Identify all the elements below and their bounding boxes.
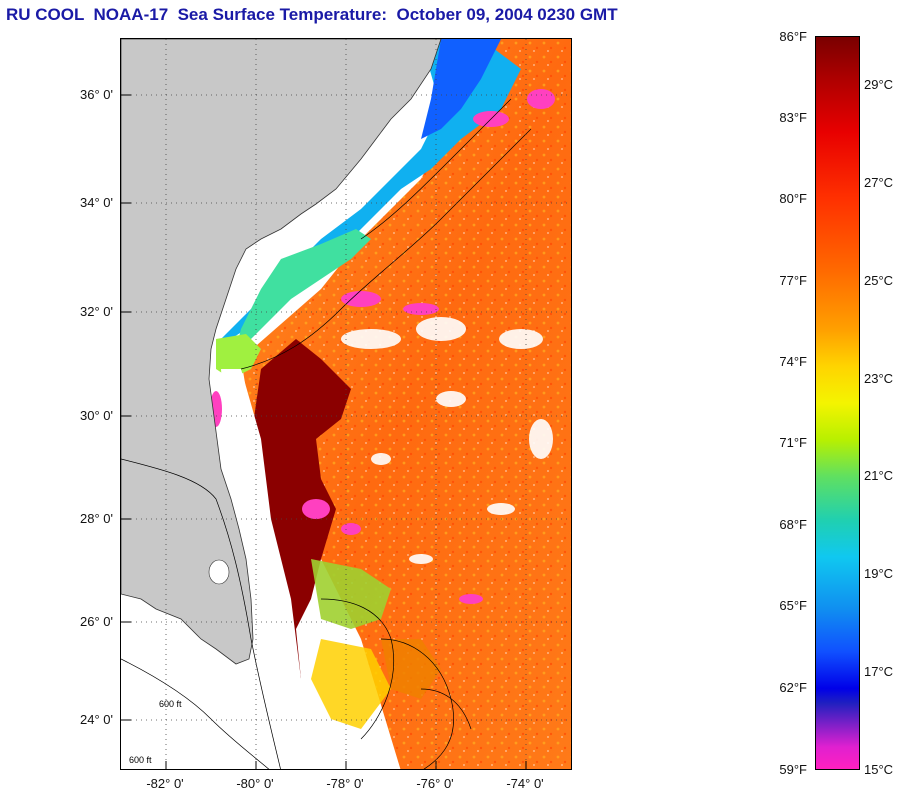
shelf-water-mid <box>236 229 371 349</box>
colorbar-f-71: 71°F <box>779 435 807 450</box>
contour-label-1: 600 ft <box>159 699 182 709</box>
colorbar-c-29: 29°C <box>864 77 894 92</box>
lon-label-74: -74° 0' <box>506 776 544 791</box>
colorbar-f-65: 65°F <box>779 598 807 613</box>
frame-ticks <box>121 94 527 769</box>
contour-label-2: 600 ft <box>129 755 152 765</box>
colorbar-c-23: 23°C <box>864 371 894 386</box>
lat-label-30: 30° 0' <box>80 408 113 423</box>
colorbar-c-25: 25°C <box>864 273 894 288</box>
lat-label-24: 24° 0' <box>80 712 113 727</box>
colorbar-f-83: 83°F <box>779 110 807 125</box>
cloud-mask-areas <box>210 89 555 604</box>
lat-label-26: 26° 0' <box>80 614 113 629</box>
shelf-water-south <box>216 334 261 379</box>
bay-water <box>421 39 501 139</box>
warm-ocean-speckle <box>241 39 571 769</box>
land-mainland <box>121 39 442 665</box>
colorbar-c-17: 17°C <box>864 664 894 679</box>
colorbar-c-27: 27°C <box>864 175 894 190</box>
bathymetry-contours <box>121 98 532 769</box>
sst-map[interactable]: 600 ft 600 ft <box>120 38 572 770</box>
colorbar-c-15: 15°C <box>864 762 894 777</box>
colorbar-f-62: 62°F <box>779 680 807 695</box>
colorbar-f-74: 74°F <box>779 354 807 369</box>
lon-label-82: -82° 0' <box>146 776 184 791</box>
lon-label-80: -80° 0' <box>236 776 274 791</box>
lon-label-76: -76° 0' <box>416 776 454 791</box>
colorbar-f-68: 68°F <box>779 517 807 532</box>
map-title: RU COOL NOAA-17 Sea Surface Temperature:… <box>6 5 618 24</box>
lat-label-28: 28° 0' <box>80 511 113 526</box>
colorbar-c-21: 21°C <box>864 468 894 483</box>
lat-label-34: 34° 0' <box>80 195 113 210</box>
lon-label-78: -78° 0' <box>326 776 364 791</box>
cloud-white-patches <box>341 317 553 564</box>
lat-label-32: 32° 0' <box>80 304 113 319</box>
bahamas-banks <box>311 559 441 729</box>
lake-okeechobee <box>208 559 230 585</box>
lat-label-36: 36° 0' <box>80 87 113 102</box>
colorbar-f-80: 80°F <box>779 191 807 206</box>
colorbar-c-19: 19°C <box>864 566 894 581</box>
graticule <box>121 39 571 769</box>
colorbar-f-59: 59°F <box>779 762 807 777</box>
colorbar-f-77: 77°F <box>779 273 807 288</box>
colorbar-f-86: 86°F <box>779 29 807 44</box>
temperature-colorbar <box>815 36 860 770</box>
sst-map-graphic: 600 ft 600 ft <box>121 39 571 769</box>
